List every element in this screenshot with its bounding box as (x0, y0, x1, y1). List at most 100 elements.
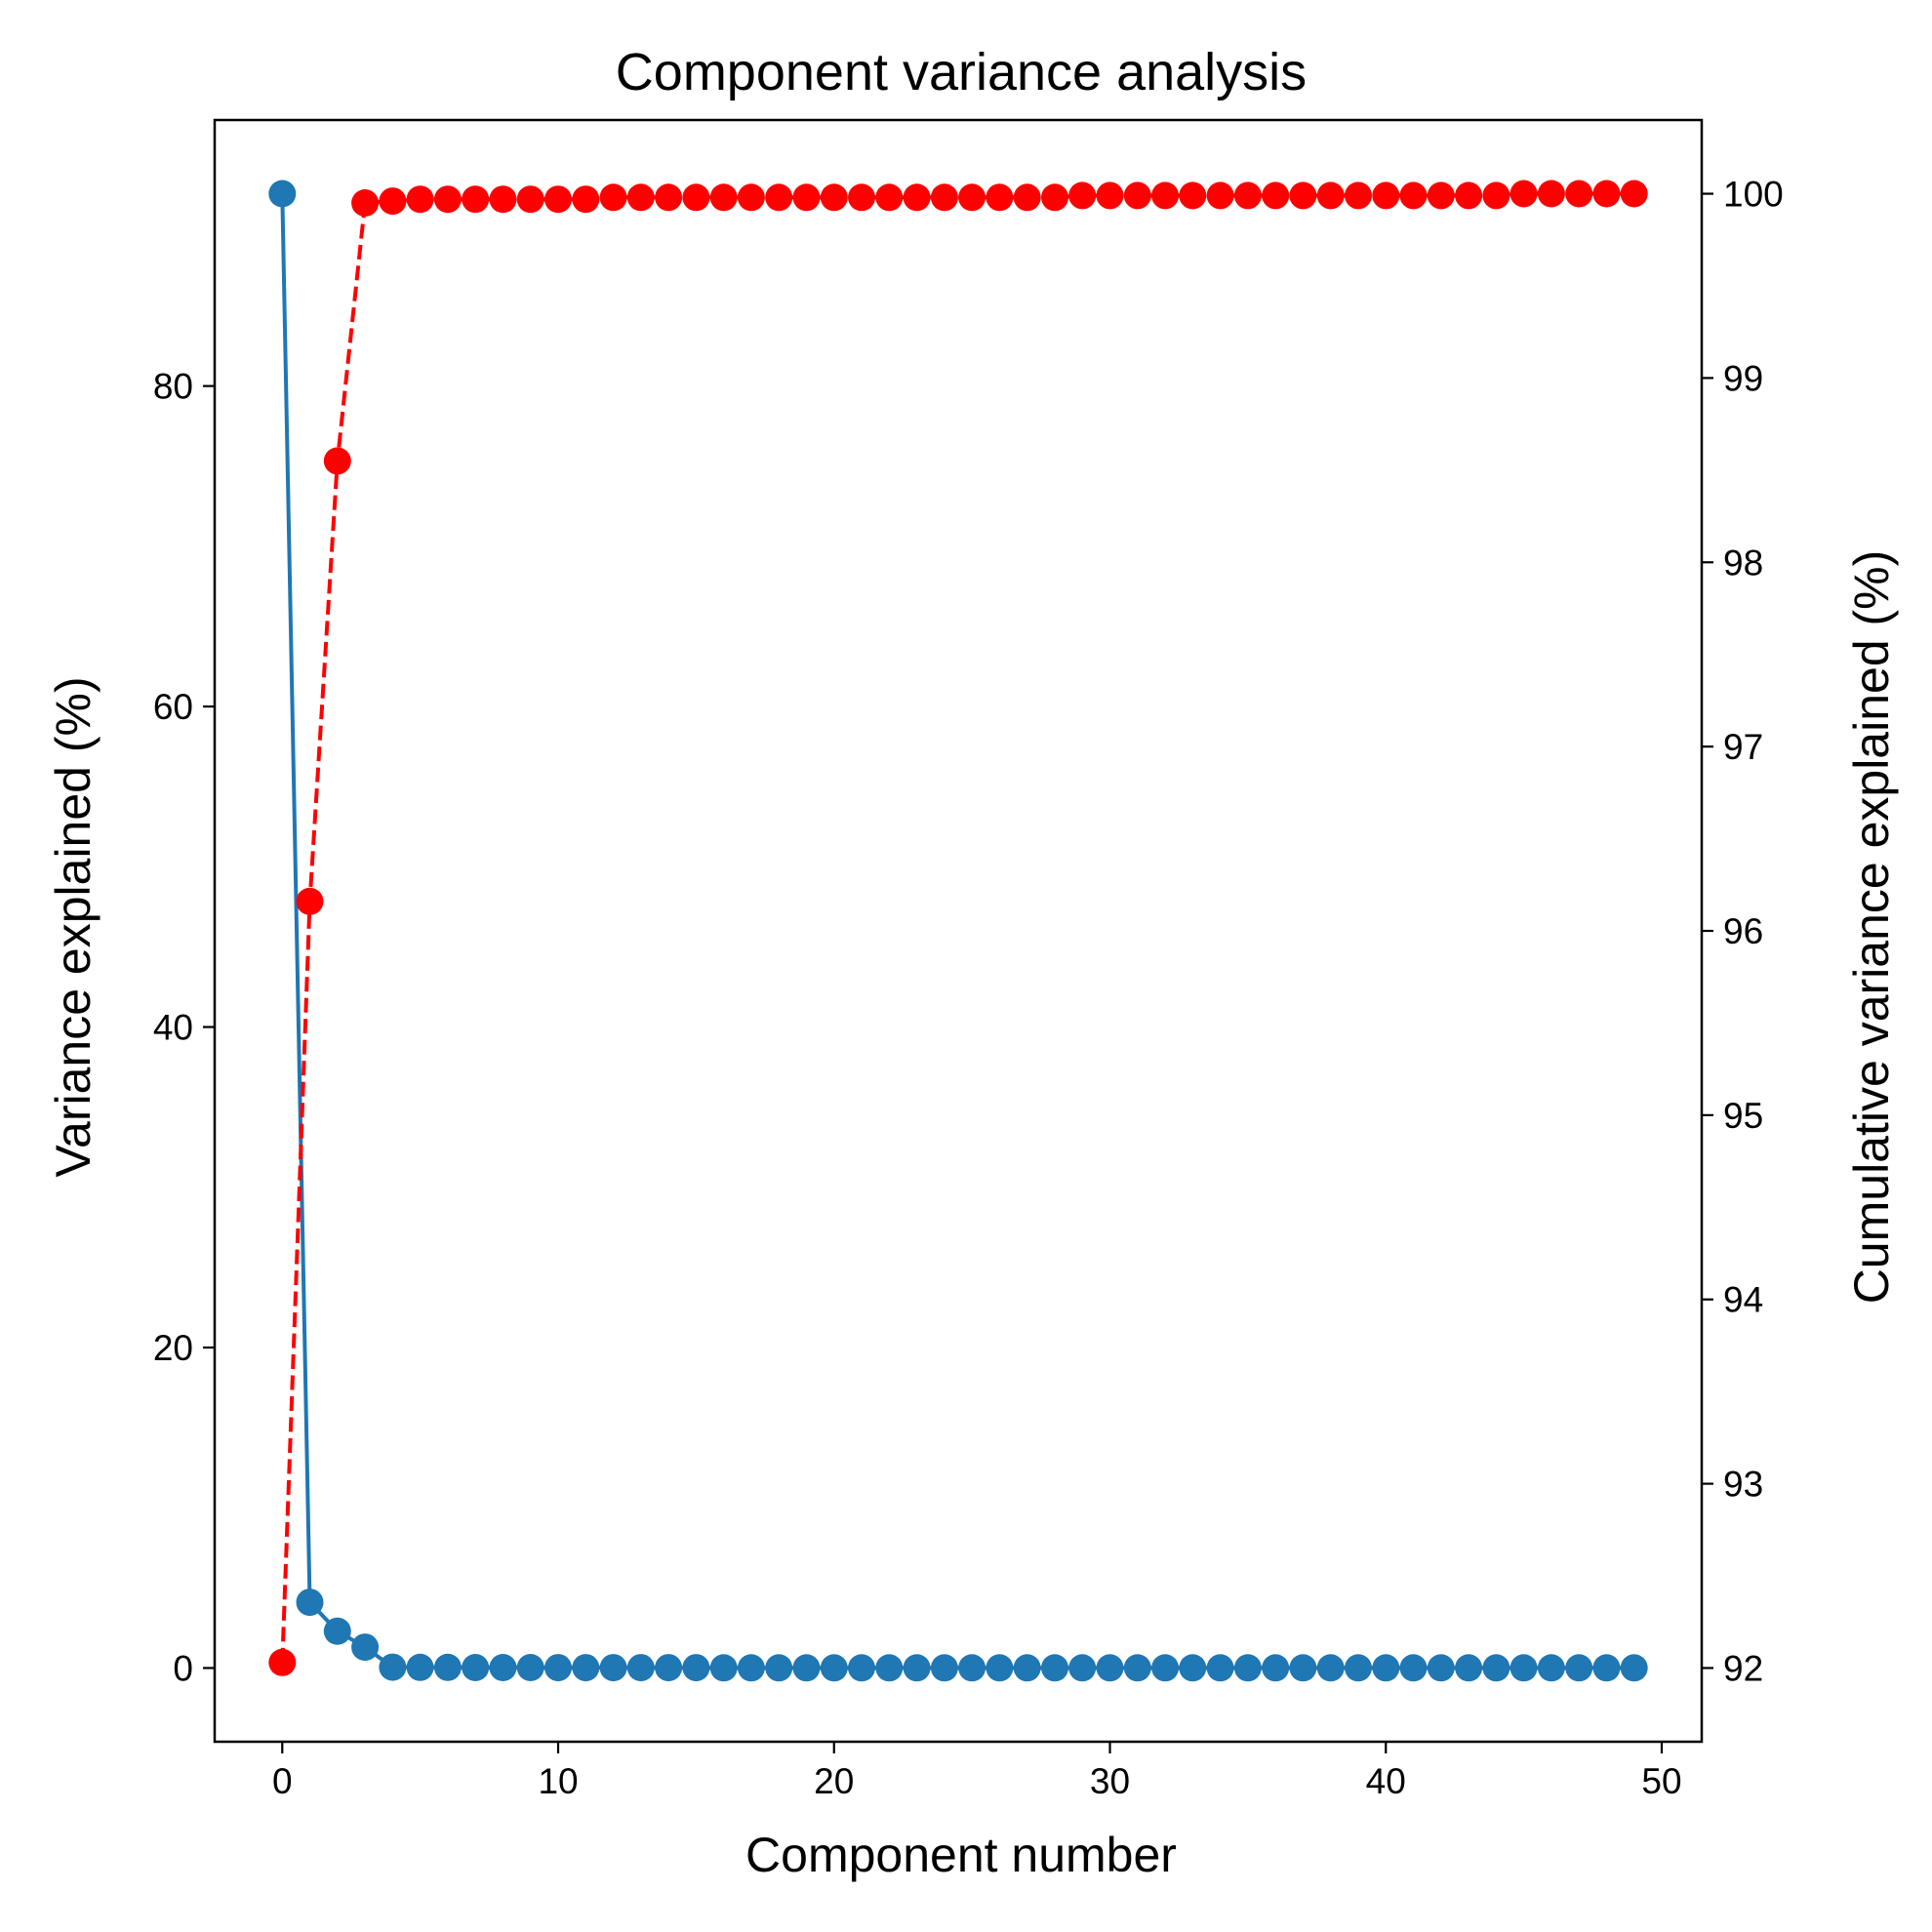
y2-tick-label: 100 (1723, 175, 1784, 215)
variance-point (323, 1617, 351, 1645)
cumulative-point (986, 183, 1014, 212)
cumulative-point (1316, 181, 1345, 210)
variance-point (268, 180, 297, 208)
cumulative-point (1179, 181, 1207, 210)
y-tick-label: 0 (173, 1648, 193, 1688)
y2-tick-label: 98 (1723, 543, 1763, 583)
cumulative-point (903, 183, 931, 212)
variance-point (765, 1654, 793, 1682)
cumulative-point (268, 1648, 297, 1676)
variance-point (903, 1654, 931, 1682)
variance-point (820, 1654, 848, 1682)
variance-point (1399, 1654, 1428, 1682)
cumulative-point (765, 183, 793, 212)
cumulative-point (1041, 183, 1068, 212)
variance-point (1372, 1654, 1400, 1682)
x-tick-label: 40 (1366, 1761, 1406, 1801)
variance-point (1509, 1654, 1538, 1682)
cumulative-point (462, 185, 490, 214)
cumulative-point (820, 183, 848, 212)
cumulative-point (1372, 181, 1400, 210)
cumulative-point (544, 185, 572, 214)
cumulative-point (351, 189, 380, 217)
cumulative-point (1262, 181, 1290, 210)
cumulative-point (1620, 180, 1648, 208)
cumulative-point (626, 183, 655, 212)
cumulative-point (1013, 183, 1041, 212)
cumulative-point (709, 183, 738, 212)
x-tick-label: 30 (1090, 1761, 1130, 1801)
cumulative-point (848, 183, 875, 212)
cumulative-point (1096, 181, 1124, 210)
cumulative-point (1509, 180, 1538, 208)
variance-point (1345, 1654, 1372, 1682)
cumulative-point (737, 183, 765, 212)
variance-point (1013, 1654, 1041, 1682)
variance-point (544, 1654, 572, 1682)
cumulative-point (296, 887, 324, 915)
variance-point (1206, 1654, 1234, 1682)
variance-point (875, 1654, 904, 1682)
y2-tick-label: 94 (1723, 1280, 1763, 1320)
cumulative-point (1537, 180, 1565, 208)
variance-point (792, 1654, 821, 1682)
variance-point (1233, 1654, 1262, 1682)
cumulative-point (1455, 181, 1483, 210)
variance-point (1151, 1654, 1180, 1682)
x-tick-label: 0 (272, 1761, 293, 1801)
y-tick-label: 20 (153, 1328, 193, 1368)
variance-point (737, 1654, 765, 1682)
variance-point (1289, 1654, 1317, 1682)
cumulative-point (433, 185, 462, 214)
y2-tick-label: 92 (1723, 1648, 1763, 1688)
variance-point (655, 1654, 683, 1682)
cumulative-point (682, 183, 710, 212)
y2-axis-label: Cumulative variance explained (%) (1844, 550, 1899, 1305)
variance-point (433, 1653, 462, 1681)
cumulative-point (516, 185, 544, 214)
cumulative-point (1565, 180, 1593, 208)
variance-point (379, 1653, 407, 1681)
y-tick-label: 40 (153, 1008, 193, 1048)
y-tick-label: 60 (153, 687, 193, 727)
variance-point (1096, 1654, 1124, 1682)
cumulative-point (655, 183, 683, 212)
variance-point (599, 1654, 627, 1682)
cumulative-point (1427, 181, 1455, 210)
variance-point (626, 1654, 655, 1682)
x-tick-label: 20 (814, 1761, 854, 1801)
variance-point (406, 1653, 434, 1681)
cumulative-point (930, 183, 958, 212)
y2-tick-label: 95 (1723, 1096, 1763, 1136)
variance-point (516, 1654, 544, 1681)
cumulative-point (572, 185, 600, 214)
variance-point (986, 1654, 1014, 1682)
chart-title: Component variance analysis (616, 43, 1307, 101)
y-tick-label: 80 (153, 367, 193, 407)
y-axis-label: Variance explained (%) (46, 676, 101, 1177)
variance-point (1565, 1654, 1593, 1682)
variance-point (1427, 1654, 1455, 1682)
x-tick-label: 50 (1641, 1761, 1681, 1801)
variance-point (462, 1654, 490, 1681)
variance-point (1123, 1654, 1151, 1682)
cumulative-point (406, 185, 434, 214)
y2-tick-label: 97 (1723, 727, 1763, 767)
cumulative-point (599, 183, 627, 212)
cumulative-point (1345, 181, 1372, 210)
variance-point (1620, 1654, 1648, 1682)
variance-point (1262, 1654, 1290, 1682)
y2-tick-label: 93 (1723, 1465, 1763, 1505)
cumulative-point (1399, 181, 1428, 210)
variance-point (1537, 1654, 1565, 1682)
cumulative-point (323, 447, 351, 475)
cumulative-point (875, 183, 904, 212)
variance-point (1592, 1654, 1621, 1682)
variance-point (572, 1654, 600, 1682)
cumulative-point (1068, 181, 1097, 210)
variance-point (682, 1654, 710, 1682)
x-axis-label: Component number (745, 1828, 1177, 1882)
cumulative-point (1233, 181, 1262, 210)
cumulative-point (379, 187, 407, 216)
